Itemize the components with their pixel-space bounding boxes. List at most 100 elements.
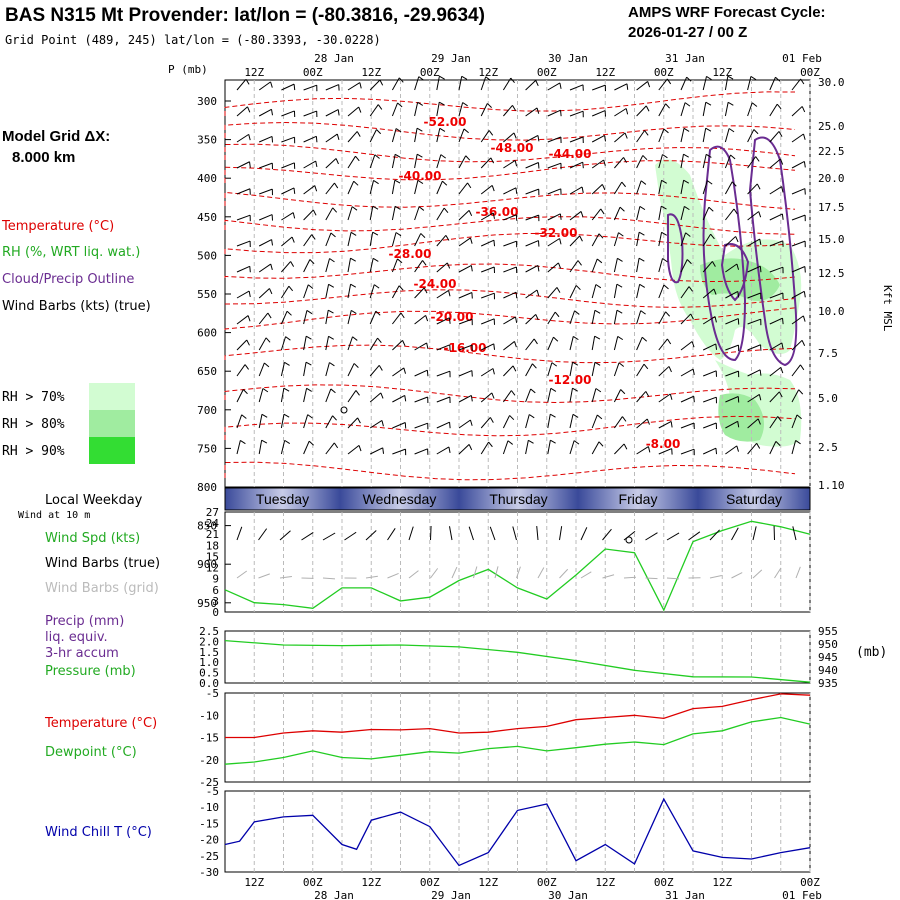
wind-barb xyxy=(547,362,558,377)
wind-barb xyxy=(569,110,584,118)
day-label: Friday xyxy=(619,491,658,507)
wind-barb-feather xyxy=(642,155,648,161)
wind-barb-staff xyxy=(325,158,337,169)
wind-barb xyxy=(414,422,429,430)
wind-barb-staff xyxy=(591,414,598,429)
wind-10m-label: Wind at 10 m xyxy=(18,510,90,521)
wind-barb-staff xyxy=(769,213,783,221)
surface-grid-barb xyxy=(279,576,292,579)
wind-barb xyxy=(258,362,270,377)
wind-barb-staff xyxy=(658,311,667,325)
rh90-label: RH > 90% xyxy=(2,444,65,459)
pressure-panel-tick-label: 1.5 xyxy=(199,646,219,659)
wind-barb-staff xyxy=(636,446,649,455)
wind-barb xyxy=(547,188,562,195)
wind-barb xyxy=(436,127,446,143)
wind-barb-staff xyxy=(769,103,778,117)
wind-barb-staff xyxy=(325,336,330,351)
wind-barb xyxy=(791,339,806,351)
day-cell xyxy=(340,488,459,510)
wind-barb-staff xyxy=(481,266,495,273)
wind-barb-feather xyxy=(756,183,761,190)
wind-barb-feather xyxy=(727,101,734,106)
wind-barb xyxy=(636,336,648,351)
wind-spd-label: Wind Spd (kts) xyxy=(45,531,140,546)
wind-barb-staff xyxy=(325,133,338,143)
wind-barb-staff xyxy=(525,162,539,169)
wind-barb-feather xyxy=(556,287,561,293)
wind-barb-feather xyxy=(758,211,762,218)
wind-barb-staff xyxy=(702,343,717,351)
bottom-time-tick: 12Z xyxy=(478,876,498,889)
wind-barb-staff xyxy=(369,206,374,221)
wind-barb-staff xyxy=(569,285,577,299)
wind-barb xyxy=(503,214,518,221)
wind-barb xyxy=(791,266,806,273)
wind-barb-feather xyxy=(314,185,318,192)
wind-barb xyxy=(636,391,650,403)
wind-barb-staff xyxy=(525,134,539,143)
wind-barb-staff xyxy=(436,396,451,403)
wind-barb xyxy=(747,265,762,273)
top-time-tick: 00Z xyxy=(420,66,440,79)
wind-barb-feather xyxy=(373,284,380,289)
wind-barb xyxy=(502,77,515,91)
wind-barb xyxy=(503,187,518,195)
wind-barb-staff xyxy=(347,131,358,143)
wind-barb-staff xyxy=(280,440,286,455)
wind-chill-panel-tick-label: -15 xyxy=(199,817,219,830)
wind-barb-feather xyxy=(550,439,556,444)
wind-barb-staff xyxy=(325,182,335,195)
wind-barb-feather xyxy=(373,179,379,185)
isotherm-label: -24.00 xyxy=(414,277,457,291)
wind-barb-feather xyxy=(426,370,429,377)
wind-barb-feather xyxy=(394,205,401,210)
rh80-label: RH > 80% xyxy=(2,417,65,432)
wind-barb-staff xyxy=(791,290,805,299)
wind-barb-feather xyxy=(449,422,451,429)
wind-barb-staff xyxy=(747,369,761,377)
temperature-panel-tick-label: -5 xyxy=(206,687,219,700)
wind-barb xyxy=(325,232,336,247)
wind-barb-staff xyxy=(636,206,641,221)
wind-barb-staff xyxy=(303,135,317,143)
wind-barb-feather xyxy=(397,102,403,108)
wind-barb-staff xyxy=(436,344,450,351)
wind-barb xyxy=(547,238,562,247)
wind-barb xyxy=(725,370,740,378)
wind-barb xyxy=(680,127,690,143)
wind-barb xyxy=(636,310,646,325)
wind-barb xyxy=(303,309,313,325)
wind-barb-feather xyxy=(356,131,361,137)
wind-barb-staff xyxy=(636,284,641,299)
wind-barb-staff xyxy=(436,446,450,455)
isotherm-line xyxy=(224,91,796,116)
wind-barb-staff xyxy=(769,240,783,247)
wind-barb-staff xyxy=(547,362,553,377)
wind-barb-staff xyxy=(658,366,670,377)
wind-barb xyxy=(347,309,357,325)
wind-barb xyxy=(281,261,295,273)
wind-barb xyxy=(258,439,268,455)
wind-barb-staff xyxy=(369,310,377,325)
wind-barb-staff xyxy=(502,415,511,429)
wind-barb-feather xyxy=(595,284,602,289)
wind-barb xyxy=(369,420,384,429)
bottom-time-tick: 12Z xyxy=(595,876,615,889)
wind-barb-feather xyxy=(640,310,646,315)
wind-barb-staff xyxy=(414,369,428,377)
isotherm-line xyxy=(224,344,796,364)
surface-wind-barb xyxy=(468,526,474,541)
wind-barb-staff xyxy=(591,208,602,221)
wind-barb-feather xyxy=(515,187,518,194)
wind-barb xyxy=(547,213,562,221)
wind-barb-staff xyxy=(791,389,800,403)
wind-barb-staff xyxy=(658,154,663,169)
wind-barb-staff xyxy=(724,128,730,143)
top-time-tick: 12Z xyxy=(244,66,264,79)
wind-barb xyxy=(569,260,582,273)
wind-barb-feather xyxy=(357,417,361,424)
wind-barb-feather xyxy=(661,179,667,184)
wind-barb-staff xyxy=(680,206,685,221)
wind-barb-feather xyxy=(335,158,339,165)
